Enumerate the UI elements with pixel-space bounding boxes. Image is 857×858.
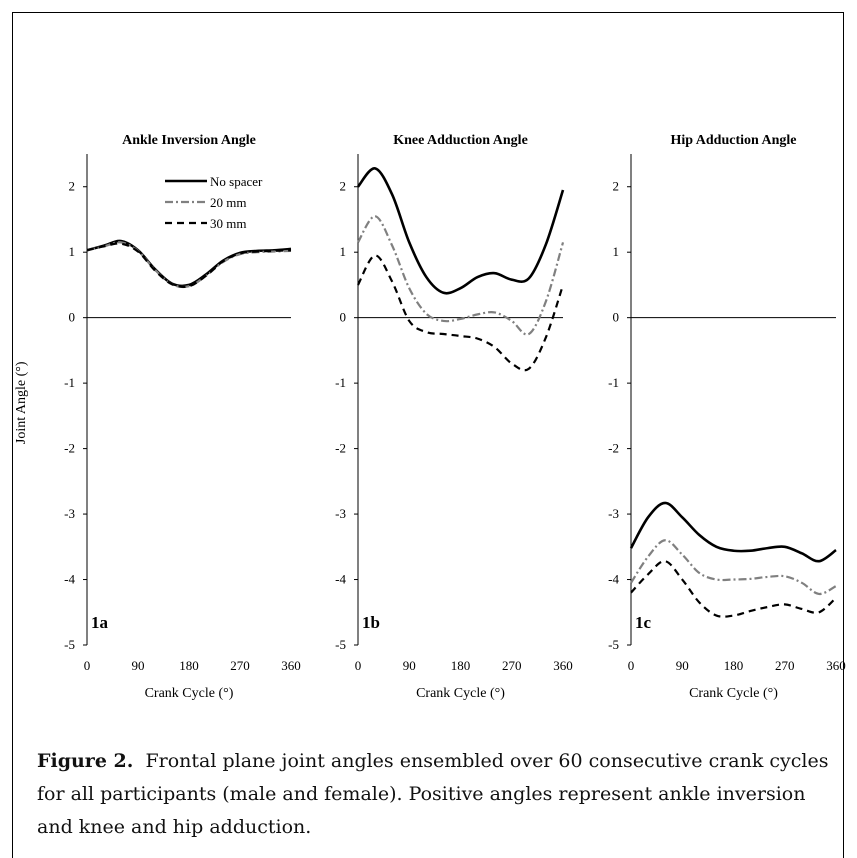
y-tick-label: 2: [340, 179, 347, 194]
x-tick-label: 180: [451, 658, 471, 673]
x-tick-label: 0: [355, 658, 362, 673]
legend-label: 30 mm: [210, 216, 246, 231]
y-tick-label: 0: [613, 310, 620, 325]
y-tick-label: -5: [608, 637, 619, 652]
y-tick-label: -4: [64, 572, 75, 587]
series-line-30-mm: [86, 242, 292, 289]
x-axis-label: Crank Cycle (°): [145, 686, 234, 701]
y-tick-label: 2: [613, 179, 620, 194]
panel-title: Ankle Inversion Angle: [122, 133, 256, 148]
y-axis-label: Joint Angle (°): [14, 361, 29, 444]
figure-chart-area: Ankle Inversion Angle 2 1 0 -1 -2 -3 -4 -5 0 90 180…: [14, 133, 846, 701]
x-tick-label: 270: [775, 658, 795, 673]
x-tick-label: 360: [553, 658, 573, 673]
y-tick-label: -2: [608, 441, 619, 456]
panel-label: 1a: [91, 613, 109, 632]
y-tick-label: 2: [69, 179, 76, 194]
y-tick-label: -1: [608, 375, 619, 390]
x-tick-label: 180: [724, 658, 744, 673]
y-tick-label: 1: [69, 244, 76, 259]
series-line-20-mm: [630, 539, 837, 596]
x-tick-label: 90: [132, 658, 145, 673]
x-tick-label: 270: [502, 658, 522, 673]
figure-caption: Figure 2. Frontal plane joint angles ens…: [37, 745, 837, 844]
y-tick-label: -1: [64, 375, 75, 390]
panel-hip: Hip Adduction Angle 2 1 0 -1 -2 -3 -4 -5 0 90 180 27…: [608, 133, 846, 701]
x-tick-label: 360: [826, 658, 846, 673]
y-tick-label: -2: [64, 441, 75, 456]
caption-text: Frontal plane joint angles ensembled ove…: [37, 750, 829, 838]
x-tick-label: 90: [403, 658, 416, 673]
y-tick-label: -4: [608, 572, 619, 587]
x-axis-label: Crank Cycle (°): [416, 686, 505, 701]
series-line-no-spacer: [86, 239, 292, 288]
x-axis-label: Crank Cycle (°): [689, 686, 778, 701]
y-tick-label: -3: [64, 506, 75, 521]
y-tick-label: -1: [335, 375, 346, 390]
panel-label: 1c: [635, 613, 652, 632]
series-line-20-mm: [86, 241, 292, 289]
y-tick-label: -4: [335, 572, 346, 587]
legend-label: No spacer: [210, 174, 263, 189]
x-tick-label: 0: [84, 658, 91, 673]
y-tick-label: 0: [69, 310, 76, 325]
series-line-20-mm: [357, 215, 565, 336]
y-tick-label: -2: [335, 441, 346, 456]
x-tick-label: 0: [628, 658, 635, 673]
panel-title: Knee Adduction Angle: [393, 133, 528, 148]
x-tick-label: 360: [281, 658, 301, 673]
y-tick-label: -3: [608, 506, 619, 521]
y-tick-label: 1: [340, 244, 347, 259]
y-tick-label: 1: [613, 244, 620, 259]
legend-label: 20 mm: [210, 195, 246, 210]
y-tick-label: -5: [335, 637, 346, 652]
figure-frame: [12, 12, 844, 858]
panel-knee: Knee Adduction Angle 2 1 0 -1 -2 -3 -4 -5 0 90 180 2…: [335, 133, 573, 701]
panel-title: Hip Adduction Angle: [670, 133, 796, 148]
y-tick-label: 0: [340, 310, 347, 325]
x-tick-label: 270: [230, 658, 250, 673]
x-tick-label: 90: [676, 658, 689, 673]
series-line-30-mm: [357, 254, 565, 372]
panel-ankle: Ankle Inversion Angle 2 1 0 -1 -2 -3 -4 -5 0 90 180…: [14, 133, 301, 701]
series-line-no-spacer: [629, 501, 837, 563]
panel-label: 1b: [362, 613, 380, 632]
x-tick-label: 180: [179, 658, 199, 673]
y-tick-label: -5: [64, 637, 75, 652]
series-line-no-spacer: [356, 167, 565, 295]
caption-label: Figure 2.: [37, 750, 134, 772]
series-line-30-mm: [630, 560, 837, 618]
y-tick-label: -3: [335, 506, 346, 521]
